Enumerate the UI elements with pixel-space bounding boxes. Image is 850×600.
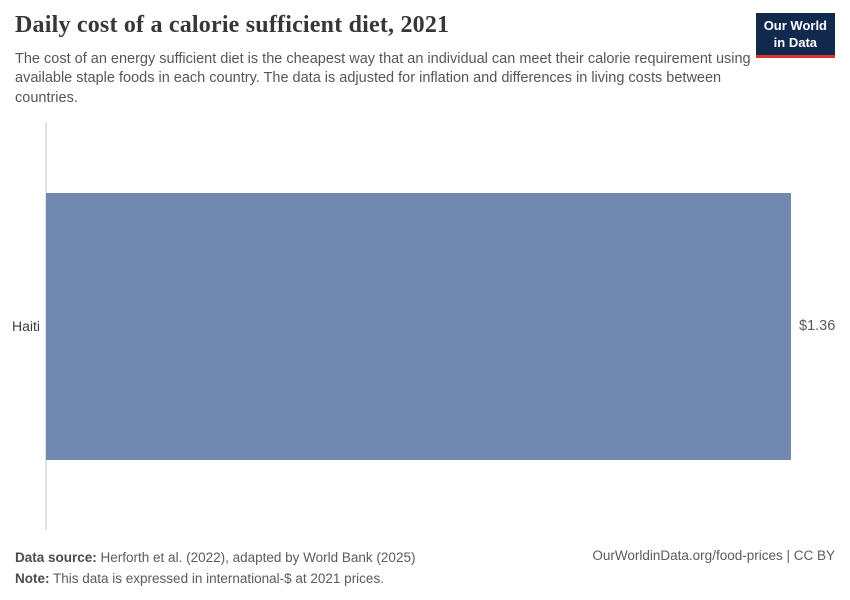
bar-haiti[interactable]: [46, 193, 791, 460]
chart-subtitle: The cost of an energy sufficient diet is…: [15, 51, 751, 106]
data-source-label: Data source:: [15, 550, 97, 565]
footer-source-block: Data source: Herforth et al. (2022), ada…: [15, 547, 415, 589]
bar-track: [46, 193, 791, 460]
owid-logo-line1: Our World: [763, 18, 827, 33]
note-label: Note:: [15, 571, 50, 586]
note-line: Note: This data is expressed in internat…: [15, 568, 415, 589]
chart-title: Daily cost of a calorie sufficient diet,…: [15, 12, 450, 38]
data-source-text: Herforth et al. (2022), adapted by World…: [96, 550, 416, 565]
data-source-line: Data source: Herforth et al. (2022), ada…: [15, 547, 415, 568]
owid-logo[interactable]: Our World in Data: [755, 13, 835, 59]
category-label-haiti: Haiti: [11, 318, 40, 334]
footer-link[interactable]: OurWorldinData.org/food-prices | CC BY: [592, 548, 835, 563]
note-text: This data is expressed in international-…: [49, 571, 384, 586]
owid-logo-line2: in Data: [773, 34, 818, 50]
value-label-haiti: $1.36: [799, 318, 836, 334]
